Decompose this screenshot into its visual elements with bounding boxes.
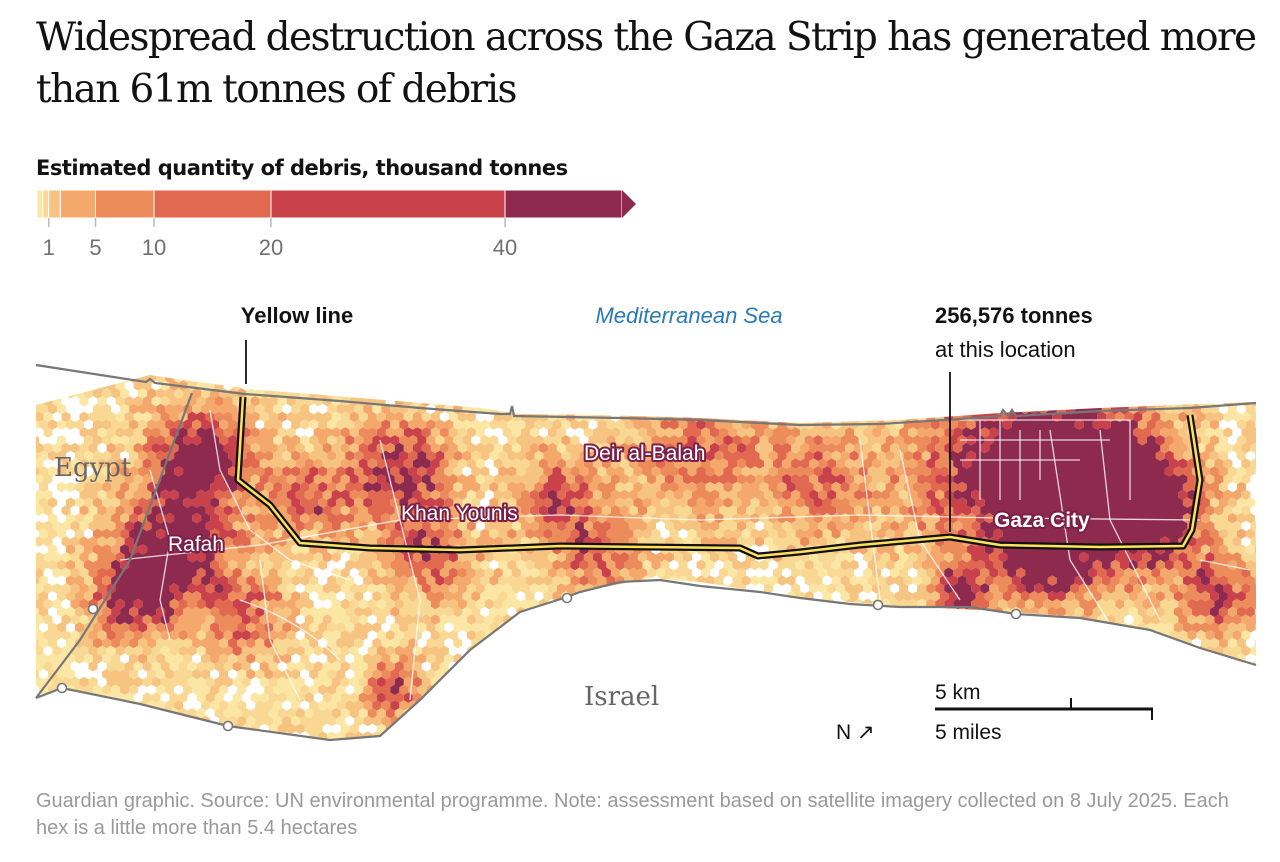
coastline: [35, 363, 1257, 427]
hex-layer-2: [36, 375, 1256, 740]
scale-bar-miles-label: 5 miles: [935, 721, 1002, 744]
source-note: Guardian graphic. Source: UN environment…: [36, 790, 1229, 839]
yellow-line-label: Yellow line: [241, 303, 353, 328]
yellow-line: [236, 396, 1202, 558]
north-arrow-icon: ↗: [857, 721, 875, 744]
legend-bin-3: [59, 190, 96, 219]
legend-bin-6: [270, 190, 506, 219]
headline: Widespread destruction across the Gaza S…: [36, 15, 1257, 112]
scale-bar: 5 km 5 miles: [935, 681, 1153, 744]
israel-label: Israel: [584, 682, 659, 712]
map-translate: Yellow line Mediterranean Sea 256,576 to…: [35, 303, 1257, 744]
legend-bin-7: [504, 190, 623, 219]
city-labels: Rafah Khan Younis Deir al-Balah Gaza Cit…: [166, 440, 1092, 558]
legend-title: Estimated quantity of debris, thousand t…: [36, 156, 568, 180]
city-label-gaza-city: Gaza City: [994, 509, 1090, 532]
annotation-value: 256,576 tonnes: [935, 303, 1093, 328]
scale-bar-km-label: 5 km: [935, 681, 981, 704]
annotation-caption: at this location: [935, 337, 1076, 362]
border-crossings: [56, 592, 1022, 732]
city-label-deir-al-balah: Deir al-Balah: [584, 442, 705, 465]
legend-tick-label-0: 1: [43, 235, 55, 260]
legend-arrow-icon: [622, 190, 636, 218]
city-label-khan-younis: Khan Younis: [401, 502, 518, 525]
color-legend: 1 5 10 20 40: [36, 190, 636, 260]
north-indicator: N ↗: [836, 721, 875, 744]
legend-tick-label-1: 5: [89, 235, 101, 260]
legend-tick-label-2: 10: [142, 235, 166, 260]
legend-bin-2: [48, 190, 61, 219]
hex-layer-4: [79, 375, 1256, 727]
hex-layer-5: [88, 375, 1255, 719]
city-label-rafah: Rafah: [168, 533, 224, 556]
north-label: N: [836, 721, 851, 744]
legend-tick-label-3: 20: [259, 235, 283, 260]
legend-bin-4: [95, 190, 155, 219]
legend-tick-label-4: 40: [493, 235, 517, 260]
legend-bin-1: [42, 190, 50, 219]
egypt-label: Egypt: [54, 453, 132, 483]
sea-label: Mediterranean Sea: [595, 303, 782, 328]
legend-bin-0: [36, 190, 44, 219]
legend-bin-5: [153, 190, 272, 219]
road-network: [119, 409, 1251, 701]
hex-layer-0: [36, 375, 1256, 740]
israel-border: [35, 578, 1257, 742]
egypt-border: [35, 392, 194, 699]
gaza-debris-map: Yellow line Mediterranean Sea 256,576 to…: [35, 303, 1257, 744]
